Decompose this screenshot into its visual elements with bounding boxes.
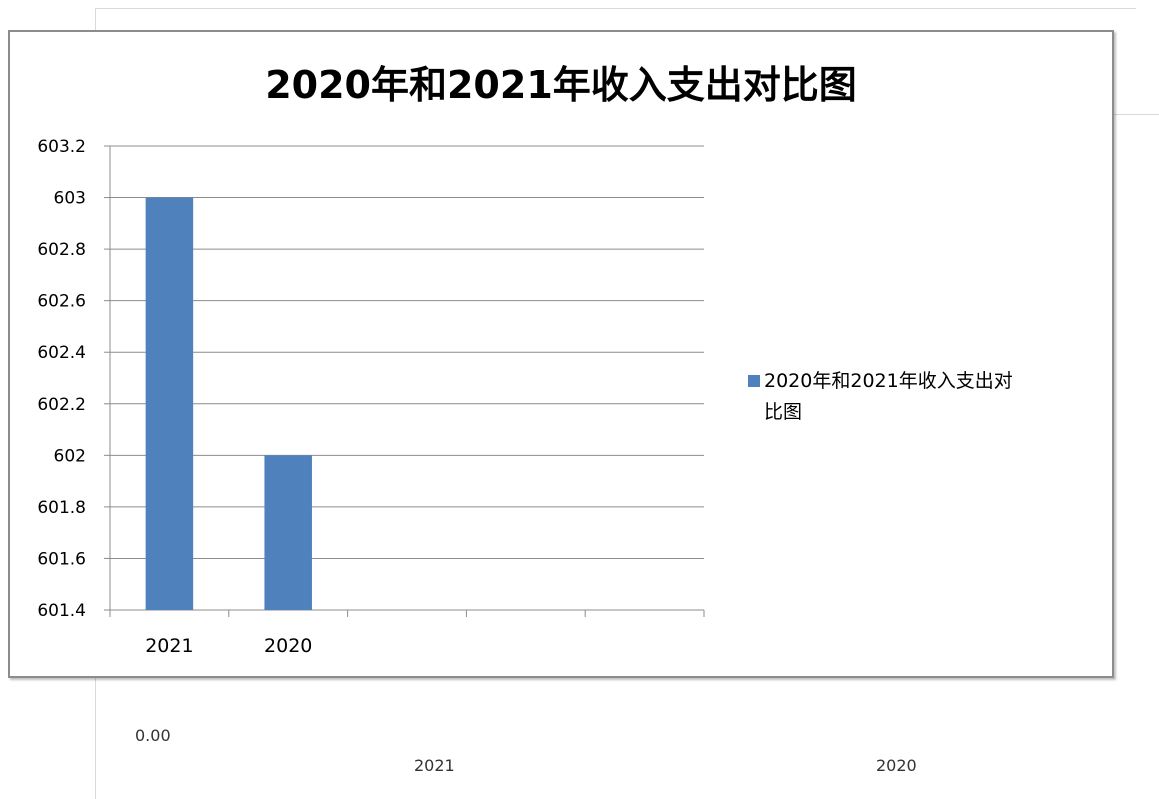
y-tick-label: 602.6 [37, 292, 86, 312]
x-axis: 2021 2020 [109, 609, 705, 657]
x-tick-label-2021: 2021 [145, 635, 193, 657]
y-tick-label: 601.6 [37, 549, 86, 569]
legend-label-line2: 比图 [764, 401, 802, 423]
background-x-label-2021: 2021 [414, 756, 455, 775]
y-tick-label: 601.4 [37, 601, 86, 621]
y-tick-label: 602.4 [37, 343, 86, 363]
background-x-label-2020: 2020 [876, 756, 917, 775]
y-tick-label: 602.8 [37, 240, 86, 260]
y-tick-label: 603 [54, 189, 86, 209]
legend-swatch [748, 375, 760, 387]
y-tick-label: 602 [54, 446, 86, 466]
bar-2021 [145, 197, 194, 611]
background-sheet-line [1114, 114, 1159, 115]
x-tick-label-2020: 2020 [264, 635, 312, 657]
background-value-label: 0.00 [135, 726, 171, 745]
legend: 2020年和2021年收入支出对 比图 [748, 370, 1013, 423]
legend-label-line1: 2020年和2021年收入支出对 [764, 370, 1013, 392]
bar-series [145, 197, 312, 611]
y-axis: 603.2 603 602.8 602.6 602.4 602.2 602 601.8 601.… [37, 137, 111, 621]
gridlines [110, 145, 704, 559]
y-tick-label: 601.8 [37, 498, 86, 518]
y-tick-label: 603.2 [37, 137, 86, 157]
chart-title: 2020年和2021年收入支出对比图 [265, 63, 857, 107]
y-tick-label: 602.2 [37, 395, 86, 415]
bar-2020 [264, 455, 312, 610]
